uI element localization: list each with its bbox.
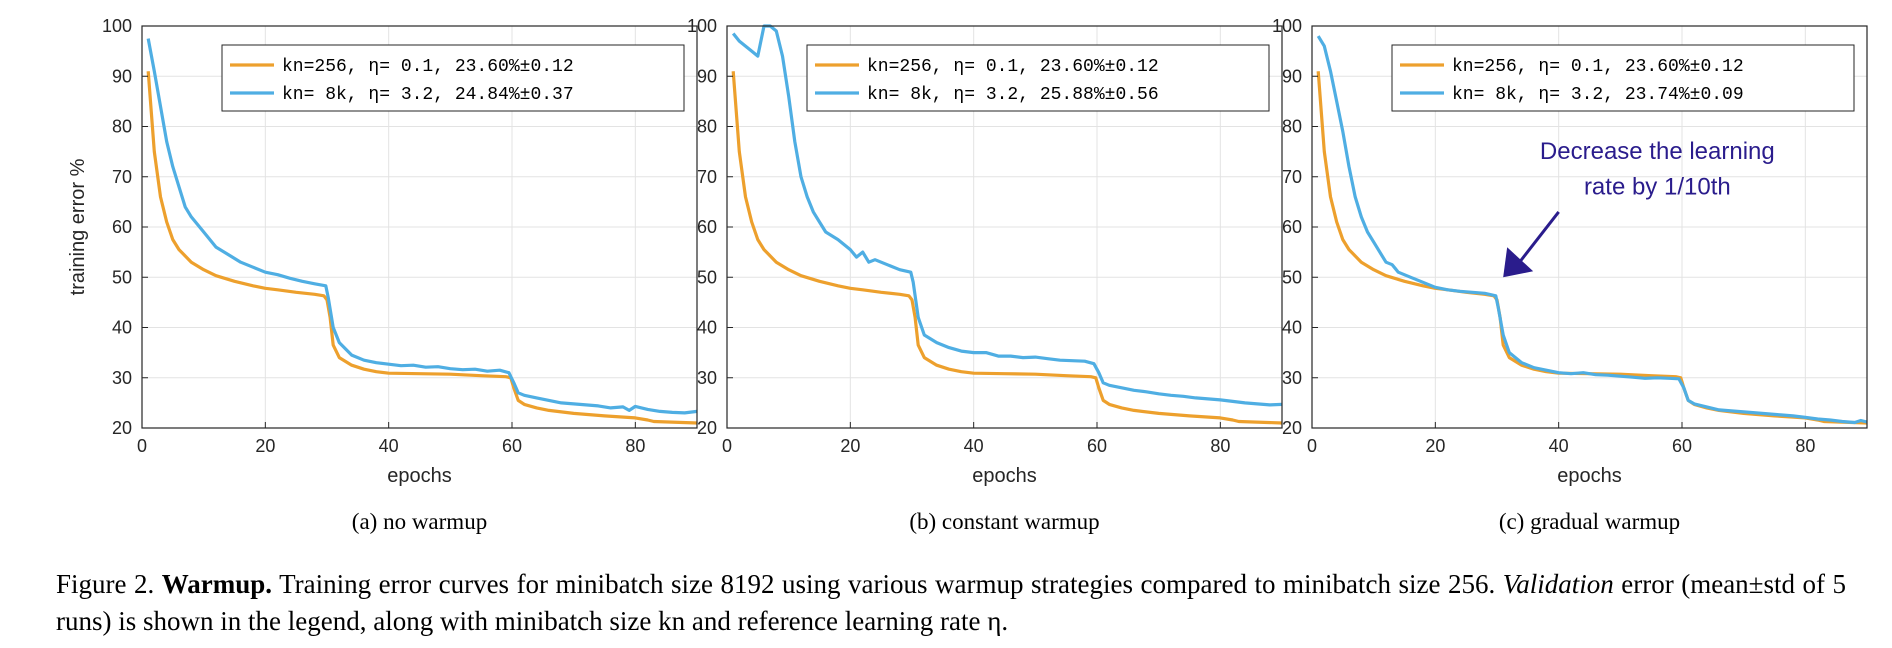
y-tick-label: 20 xyxy=(697,418,717,438)
y-tick-label: 20 xyxy=(1282,418,1302,438)
legend: kn=256, η= 0.1, 23.60%±0.12 kn= 8k, η= 3.… xyxy=(1391,44,1855,112)
series-line-blue xyxy=(1316,35,1868,425)
caption-validation: Validation xyxy=(1502,569,1614,599)
x-axis-label: epochs xyxy=(1557,465,1622,487)
y-tick-label: 40 xyxy=(1282,318,1302,338)
x-tick-label: 80 xyxy=(1210,436,1230,456)
x-tick-label: 40 xyxy=(1549,436,1569,456)
caption-line1: Training error curves for minibatch size… xyxy=(279,569,1496,599)
legend: kn=256, η= 0.1, 23.60%±0.12 kn= 8k, η= 3.… xyxy=(806,44,1270,112)
x-axis-label: epochs xyxy=(972,465,1037,487)
y-axis-label: training error % xyxy=(67,158,89,295)
series-line-orange xyxy=(731,71,1283,425)
y-tick-label: 40 xyxy=(112,318,132,338)
legend-entry: kn=256, η= 0.1, 23.60%±0.12 xyxy=(282,57,574,77)
annotation: Decrease the learning rate by 1/10th xyxy=(1503,138,1775,278)
panel-subtitle: (b) constant warmup xyxy=(909,509,1099,534)
figure-caption: Figure 2. Warmup. Training error curves … xyxy=(56,566,1846,640)
y-tick-label: 70 xyxy=(697,167,717,187)
legend-entry: kn= 8k, η= 3.2, 24.84%±0.37 xyxy=(282,85,574,105)
legend-box xyxy=(221,44,685,112)
y-tick-label: 60 xyxy=(112,217,132,237)
x-tick-label: 0 xyxy=(1307,436,1317,456)
y-tick-label: 30 xyxy=(697,368,717,388)
y-tick-label: 60 xyxy=(697,217,717,237)
y-tick-label: 100 xyxy=(1272,16,1302,36)
panel-subtitle: (a) no warmup xyxy=(352,509,487,534)
y-tick-label: 90 xyxy=(1282,66,1302,86)
legend-box xyxy=(806,44,1270,112)
x-tick-label: 20 xyxy=(1425,436,1445,456)
annotation-arrow-head xyxy=(1503,247,1534,278)
x-tick-label: 40 xyxy=(964,436,984,456)
caption-prefix: Figure 2. xyxy=(56,569,155,599)
x-tick-label: 80 xyxy=(1795,436,1815,456)
legend-entry: kn= 8k, η= 3.2, 25.88%±0.56 xyxy=(867,85,1159,105)
annotation-text-line1: Decrease the learning xyxy=(1540,138,1775,165)
y-tick-label: 20 xyxy=(112,418,132,438)
y-tick-label: 50 xyxy=(697,267,717,287)
legend-entry: kn= 8k, η= 3.2, 23.74%±0.09 xyxy=(1452,85,1744,105)
y-tick-label: 70 xyxy=(112,167,132,187)
y-tick-label: 30 xyxy=(1282,368,1302,388)
x-tick-label: 0 xyxy=(722,436,732,456)
y-tick-label: 60 xyxy=(1282,217,1302,237)
y-tick-label: 80 xyxy=(1282,117,1302,137)
x-tick-label: 60 xyxy=(1672,436,1692,456)
y-tick-label: 70 xyxy=(1282,167,1302,187)
caption-title: Warmup. xyxy=(161,569,273,599)
x-tick-label: 40 xyxy=(379,436,399,456)
x-tick-label: 20 xyxy=(255,436,275,456)
y-tick-label: 40 xyxy=(697,318,717,338)
y-tick-label: 50 xyxy=(1282,267,1302,287)
figure-svg: 0 20 40 60 802030405060708090100epochstraini… xyxy=(67,16,1868,534)
y-tick-label: 80 xyxy=(697,117,717,137)
panel-subtitle: (c) gradual warmup xyxy=(1499,509,1680,534)
x-tick-label: 60 xyxy=(1087,436,1107,456)
legend-entry: kn=256, η= 0.1, 23.60%±0.12 xyxy=(867,57,1159,77)
legend-box xyxy=(1391,44,1855,112)
x-axis-label: epochs xyxy=(387,465,452,487)
y-tick-label: 30 xyxy=(112,368,132,388)
x-tick-label: 20 xyxy=(840,436,860,456)
y-tick-label: 80 xyxy=(112,117,132,137)
series-line-orange xyxy=(146,71,698,425)
y-tick-label: 100 xyxy=(687,16,717,36)
legend-entry: kn=256, η= 0.1, 23.60%±0.12 xyxy=(1452,57,1744,77)
series-line-blue xyxy=(146,38,698,415)
legend: kn=256, η= 0.1, 23.60%±0.12 kn= 8k, η= 3.… xyxy=(221,44,685,112)
y-tick-label: 90 xyxy=(697,66,717,86)
annotation-text-line2: rate by 1/10th xyxy=(1584,173,1731,200)
series-line-blue xyxy=(731,24,1283,407)
x-tick-label: 80 xyxy=(625,436,645,456)
x-tick-label: 0 xyxy=(137,436,147,456)
x-tick-label: 60 xyxy=(502,436,522,456)
series-line-orange xyxy=(1316,71,1868,425)
y-tick-label: 50 xyxy=(112,267,132,287)
y-tick-label: 90 xyxy=(112,66,132,86)
y-tick-label: 100 xyxy=(102,16,132,36)
caption-line2: error (mean±std of 5 runs) is shown in t… xyxy=(56,569,1847,636)
chart-panel-1: 0 20 40 60 802030405060708090100epochstraini… xyxy=(67,16,698,534)
annotation-arrow-shaft xyxy=(1515,211,1560,267)
